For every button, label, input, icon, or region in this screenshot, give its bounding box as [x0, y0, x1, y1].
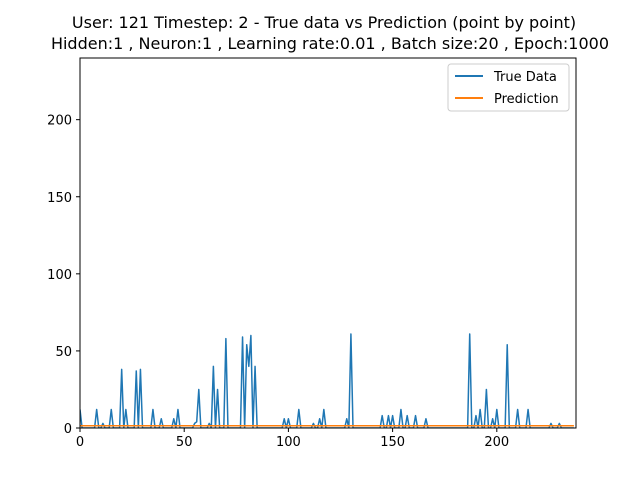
y-axis: 0 50 100 150 200 [47, 114, 80, 437]
legend-true-data-label: True Data [493, 70, 557, 85]
x-tick-label: 100 [276, 435, 301, 450]
plot-frame [79, 57, 577, 429]
y-tick-label: 200 [47, 114, 72, 129]
y-tick-label: 0 [64, 422, 72, 437]
legend: True Data Prediction [447, 63, 570, 112]
y-tick-label: 50 [55, 345, 72, 360]
x-tick-label: 200 [484, 435, 509, 450]
x-tick-label: 0 [76, 435, 84, 450]
legend-prediction-label: Prediction [494, 92, 559, 107]
plot-area: 0 50 100 150 200 0 50 100 150 200 [47, 57, 577, 450]
y-tick-label: 150 [47, 191, 72, 206]
x-axis: 0 50 100 150 200 [76, 428, 509, 450]
series-layer [80, 333, 574, 428]
y-tick-label: 100 [47, 268, 72, 283]
chart-subtitle: Hidden:1 , Neuron:1 , Learning rate:0.01… [51, 34, 609, 53]
series-line-true-data [80, 333, 574, 428]
chart-title: User: 121 Timestep: 2 - True data vs Pre… [72, 13, 576, 32]
x-tick-label: 150 [380, 435, 405, 450]
x-tick-label: 50 [176, 435, 193, 450]
